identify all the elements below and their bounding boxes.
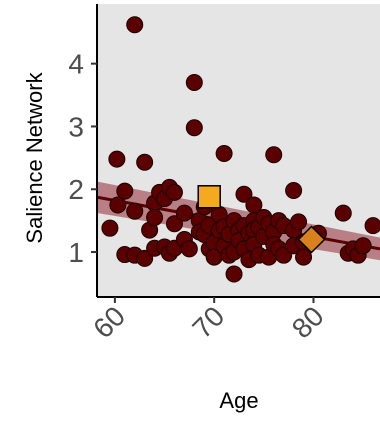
x-axis-title: Age bbox=[219, 388, 258, 413]
data-point bbox=[165, 215, 183, 233]
y-tick-label: 3 bbox=[68, 111, 84, 142]
data-point bbox=[295, 248, 313, 266]
data-point bbox=[354, 237, 372, 255]
data-point bbox=[116, 182, 134, 200]
data-point bbox=[185, 73, 203, 91]
data-point bbox=[225, 265, 243, 283]
data-point bbox=[146, 209, 164, 227]
diamond-marker bbox=[297, 225, 326, 254]
data-point bbox=[180, 240, 198, 258]
data-point bbox=[364, 217, 380, 235]
data-point bbox=[109, 196, 127, 214]
square-marker bbox=[197, 185, 221, 209]
data-point bbox=[101, 219, 119, 237]
y-tick-label: 4 bbox=[68, 49, 84, 80]
x-tick-label: 80 bbox=[286, 300, 330, 344]
y-tick-label: 1 bbox=[68, 237, 84, 268]
x-tick-label: 60 bbox=[87, 300, 131, 344]
data-point bbox=[285, 182, 303, 200]
data-point bbox=[108, 150, 126, 168]
data-point bbox=[265, 146, 283, 164]
y-tick-label: 2 bbox=[68, 174, 84, 205]
data-point bbox=[215, 144, 233, 162]
data-point bbox=[126, 202, 144, 220]
data-point bbox=[136, 153, 154, 171]
data-point bbox=[175, 204, 193, 222]
data-point bbox=[290, 213, 308, 231]
data-point bbox=[126, 16, 144, 34]
data-point bbox=[165, 183, 183, 201]
data-point bbox=[235, 185, 253, 203]
data-point bbox=[334, 204, 352, 222]
y-axis-title: Salience Network bbox=[22, 71, 47, 243]
x-tick-label: 70 bbox=[186, 300, 230, 344]
data-point bbox=[185, 119, 203, 137]
